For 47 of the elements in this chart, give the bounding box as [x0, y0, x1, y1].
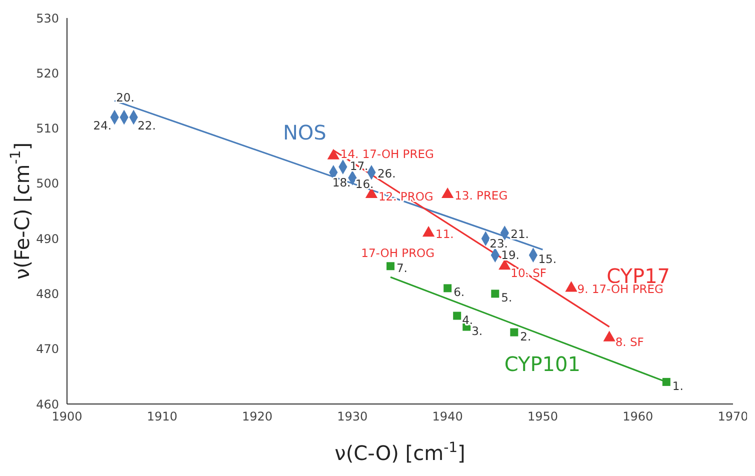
annotation: 20.: [116, 90, 134, 104]
y-tick-label: 490: [36, 232, 59, 246]
x-tick-label: 1940: [432, 410, 463, 424]
annotation: 22.: [138, 118, 156, 132]
annotation: 19.: [501, 248, 520, 262]
annotation: 4.: [462, 312, 474, 327]
point: [453, 312, 462, 320]
x-tick-label: 1950: [527, 410, 558, 424]
y-tick-label: 520: [36, 66, 59, 80]
annotation: 3.: [472, 324, 483, 338]
x-tick-label: 1910: [146, 410, 178, 424]
series-label: CYP101: [504, 352, 580, 376]
point: [491, 290, 500, 298]
annotation: 11.: [436, 227, 454, 242]
annotation: 13. PREG: [454, 188, 508, 202]
annotation: 18.: [332, 175, 351, 190]
x-tick-label: 1920: [242, 410, 273, 424]
x-tick-label: 1900: [52, 410, 82, 424]
annotation: 23.: [490, 236, 508, 251]
y-tick-label: 500: [36, 176, 59, 191]
x-tick-label: 1960: [622, 410, 654, 424]
point: [444, 284, 452, 292]
annotation: 15.: [538, 252, 556, 266]
x-tick-label: 1930: [337, 410, 368, 424]
annotation: 6.: [454, 285, 465, 300]
point: [662, 378, 670, 386]
point: [422, 226, 435, 237]
annotation: 10. SF: [510, 266, 547, 280]
y-tick-label: 480: [36, 286, 59, 301]
annotation: 21.: [510, 227, 529, 242]
point: [386, 262, 394, 270]
y-tick-label: 530: [36, 11, 59, 26]
annotation: 26.: [377, 166, 396, 180]
annotation: 1.: [672, 378, 684, 393]
y-tick-label: 460: [36, 397, 59, 412]
annotation: 17-OH PROG: [361, 246, 435, 260]
point: [510, 328, 518, 336]
annotation: 2.: [520, 329, 532, 344]
annotation: 5.: [501, 290, 512, 305]
annotation: 7.: [396, 261, 408, 276]
annotation: 8. SF: [615, 334, 644, 349]
y-tick-label: 510: [36, 122, 59, 136]
annotation: 24.: [93, 118, 112, 132]
x-axis-title: ν(C-O) [cm$^{-1}$]: [334, 440, 466, 465]
y-tick-label: 470: [36, 342, 59, 356]
annotation: 16.: [355, 176, 374, 191]
series-label: NOS: [282, 120, 326, 145]
